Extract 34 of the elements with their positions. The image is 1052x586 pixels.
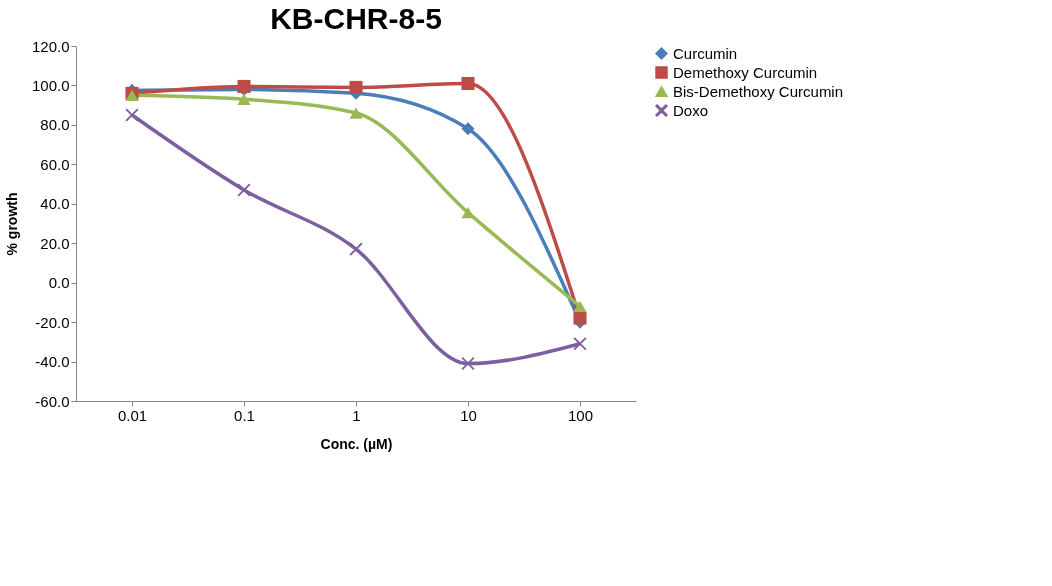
y-tick-label: 100.0 xyxy=(31,76,70,94)
point xyxy=(125,108,139,122)
point xyxy=(573,337,587,351)
point xyxy=(461,76,475,90)
y-tick-label: -60.0 xyxy=(35,392,70,410)
point xyxy=(461,122,475,136)
x-tick-label: 100 xyxy=(567,406,594,424)
point xyxy=(573,300,587,312)
y-tick-label: 60.0 xyxy=(40,155,70,173)
y-tick-label: 0.0 xyxy=(48,274,70,292)
legend-label: Bis-Demethoxy Curcumin xyxy=(673,82,844,100)
point xyxy=(237,93,251,105)
y-tick-label: 40.0 xyxy=(40,195,70,213)
point xyxy=(461,207,475,219)
x-axis-title: Conc. (µM) xyxy=(320,435,393,452)
legend-label: Curcumin xyxy=(673,44,738,62)
y-tick-label: 80.0 xyxy=(40,116,70,134)
x-tick-label: 0.01 xyxy=(117,406,148,424)
y-axis-title: % growth xyxy=(3,192,20,256)
legend-label: Doxo xyxy=(673,101,709,119)
x-tick-label: 0.1 xyxy=(234,406,255,424)
x-tick-label: 10 xyxy=(460,406,477,424)
x-tick-label: 1 xyxy=(352,406,361,424)
point xyxy=(349,107,363,119)
y-tick-label: -40.0 xyxy=(35,353,70,371)
point xyxy=(237,183,251,197)
chart-title: KB-CHR-8-5 xyxy=(270,2,442,35)
y-tick-label: 20.0 xyxy=(40,234,70,252)
y-tick-label: 120.0 xyxy=(31,37,70,55)
point xyxy=(349,80,363,94)
point xyxy=(573,311,587,325)
legend-label: Demethoxy Curcumin xyxy=(673,63,818,81)
y-tick-label: -20.0 xyxy=(35,313,70,331)
point xyxy=(349,242,363,256)
